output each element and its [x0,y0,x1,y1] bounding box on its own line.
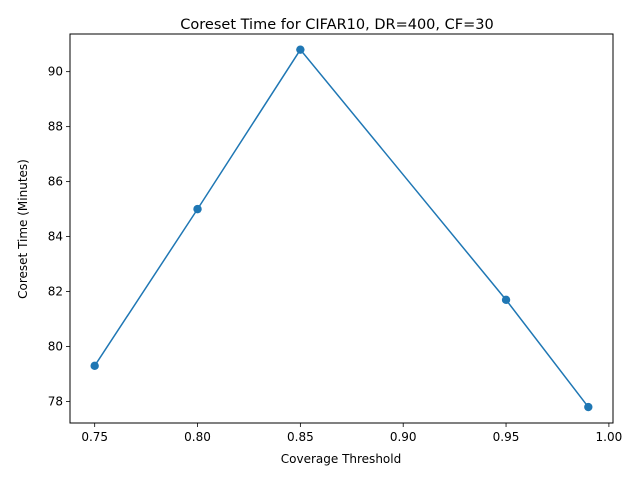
y-tick-label: 88 [48,120,63,134]
x-axis-label: Coverage Threshold [281,452,401,466]
y-tick-label: 84 [48,230,63,244]
x-tick-label: 0.75 [81,430,108,444]
y-tick-label: 80 [48,340,63,354]
y-tick-label: 82 [48,285,63,299]
x-tick-label: 1.00 [596,430,623,444]
x-axis-ticks: 0.75 0.80 0.85 0.90 0.95 1.00 [81,423,622,444]
series-layer [90,45,593,412]
x-tick-label: 0.90 [390,430,417,444]
y-axis-ticks: 78 80 82 84 86 88 90 [48,65,70,409]
chart-title: Coreset Time for CIFAR10, DR=400, CF=30 [180,17,493,33]
x-tick-label: 0.95 [493,430,520,444]
data-point [193,204,202,214]
y-tick-label: 78 [48,395,63,409]
data-point [90,361,99,371]
data-point [296,45,305,54]
series-line [94,48,589,408]
data-point [584,402,593,412]
y-axis-label: Coreset Time (Minutes) [16,159,30,299]
x-tick-label: 0.80 [184,430,211,444]
y-tick-label: 90 [48,65,63,79]
data-point [501,295,511,305]
plot-area-frame [69,33,614,424]
x-tick-label: 0.85 [287,430,314,444]
y-tick-label: 86 [48,175,63,189]
